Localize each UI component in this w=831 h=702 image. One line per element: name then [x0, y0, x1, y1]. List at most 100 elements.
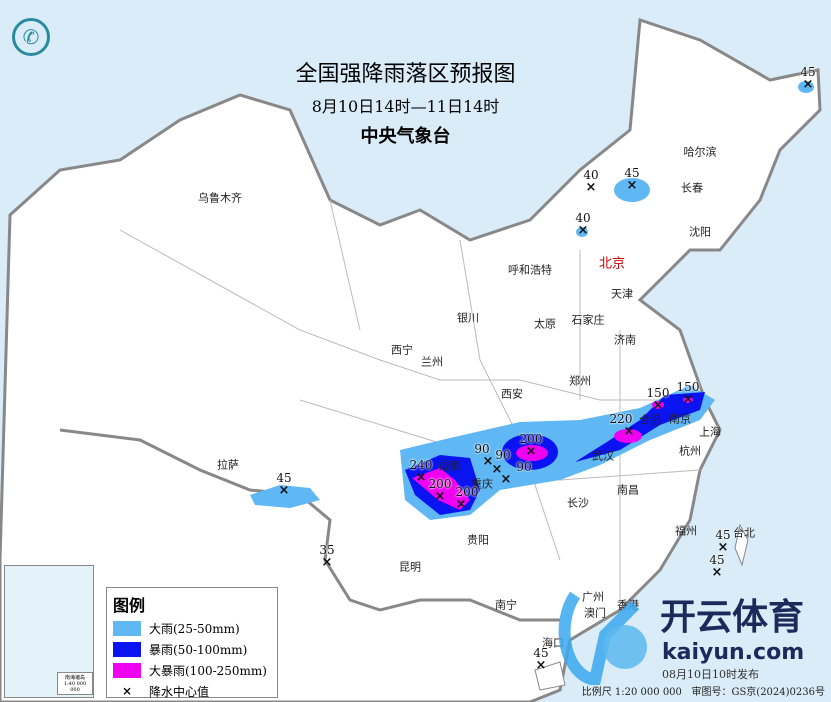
heavy-rain-area [798, 81, 814, 93]
center-value: 40 [583, 168, 599, 182]
legend-item-extreme-rainstorm: 大暴雨(100-250mm) [113, 660, 271, 681]
city-label: 南宁 [495, 598, 517, 612]
city-label: 西安 [501, 387, 523, 401]
map-period: 8月10日14时—11日14时 [311, 97, 500, 116]
south-china-sea-inset: 南海诸岛 1:40 000 000 [4, 565, 94, 698]
center-marker-icon: × [802, 77, 814, 92]
city-label: 杭州 [679, 444, 701, 458]
city-label: 长沙 [567, 496, 589, 510]
center-marker-icon: × [682, 392, 694, 407]
center-marker-icon: × [711, 565, 723, 580]
city-label: 郑州 [569, 374, 591, 388]
center-marker-icon: × [455, 497, 467, 512]
issue-time: 08月10日10时发布 [662, 668, 759, 681]
watermark-url: kaiyun.com [662, 640, 805, 665]
city-label: 上海 [699, 425, 721, 439]
center-marker-icon: × [482, 454, 494, 469]
center-value: 240 [409, 458, 433, 472]
center-value: 45 [800, 65, 816, 79]
map-title: 全国强降雨落区预报图 [295, 62, 516, 87]
scale-approval: 比例尺 1:20 000 000 审图号：GS京(2024)0236号 [581, 687, 825, 698]
city-label: 贵阳 [467, 533, 489, 547]
city-label: 重庆 [471, 477, 493, 491]
city-label: 拉萨 [217, 458, 239, 472]
extreme-rain-area [412, 468, 470, 510]
city-label: 南昌 [617, 483, 639, 497]
city-label: 昆明 [399, 560, 421, 574]
map-issuer: 中央气象台 [360, 126, 451, 147]
city-label: 沈阳 [689, 225, 711, 239]
city-label: 乌鲁木齐 [198, 191, 242, 205]
center-marker-icon: × [623, 424, 635, 439]
heavy-rain-area [250, 485, 320, 508]
center-value: 220 [609, 412, 633, 426]
city-label: 南京 [669, 412, 691, 426]
center-value: 90 [495, 448, 511, 462]
legend-item-center-value: × 降水中心值 [121, 684, 210, 699]
center-marker-icon: × [585, 180, 597, 195]
city-label: 兰州 [421, 355, 443, 369]
taiwan [734, 523, 749, 567]
city-label: 澳门 [584, 606, 606, 620]
center-value: 45 [533, 646, 549, 660]
center-value: 45 [709, 553, 725, 567]
center-value: 150 [676, 380, 700, 394]
cma-logo-icon: ✆ [12, 18, 50, 56]
city-label: 呼和浩特 [508, 263, 552, 277]
center-marker-icon: × [321, 555, 333, 570]
center-value: 200 [519, 432, 543, 446]
city-label: 长春 [681, 181, 703, 195]
hainan [534, 661, 566, 691]
center-marker-icon: × [278, 483, 290, 498]
center-marker-icon: × [577, 223, 589, 238]
center-marker-icon: × [535, 658, 547, 673]
border-south-west [59, 428, 560, 622]
legend-item-heavy-rain: 大雨(25-50mm) [113, 618, 271, 639]
city-label: 海口 [542, 636, 564, 650]
center-marker-icon: × [525, 444, 537, 459]
watermark-text: 开云体育 [660, 597, 805, 638]
center-marker-icon: × [500, 472, 512, 487]
center-marker-icon: × [415, 470, 427, 485]
center-marker-icon: × [434, 489, 446, 504]
center-value: 45 [276, 471, 292, 485]
center-marker-icon: × [717, 540, 729, 555]
heavy-rain-area [576, 227, 588, 237]
center-marker-icon: × [626, 178, 638, 193]
legend: 图例 大雨(25-50mm) 暴雨(50-100mm) 大暴雨(100-250m… [106, 587, 278, 699]
extreme-rain-area [614, 429, 642, 443]
extreme-rain-area [516, 445, 548, 461]
city-label: 太原 [534, 317, 556, 331]
city-label: 天津 [611, 287, 633, 301]
city-label: 西宁 [391, 343, 413, 357]
center-marker-icon: × [652, 398, 664, 413]
city-label: 福州 [675, 524, 697, 538]
city-label: 广州 [582, 590, 604, 604]
center-value: 45 [715, 528, 731, 542]
center-value: 90 [474, 442, 490, 456]
city-label: 哈尔滨 [683, 145, 717, 159]
watermark-logo-icon [558, 591, 647, 685]
center-value: 200 [428, 477, 452, 491]
legend-title: 图例 [113, 596, 146, 615]
center-marker-icon: × [491, 462, 503, 477]
center-value: 35 [319, 543, 335, 557]
center-value: 40 [575, 211, 591, 225]
city-label: 合肥 [639, 413, 661, 427]
city-label: 银川 [457, 311, 479, 325]
center-value: 150 [646, 386, 670, 400]
center-value: 45 [624, 166, 640, 180]
city-label: 成都 [439, 459, 461, 473]
heavy-rain-area [614, 178, 650, 202]
center-value: 200 [455, 485, 479, 499]
city-label: 济南 [614, 333, 636, 347]
province-borders [119, 199, 701, 600]
extreme-rain-area [683, 397, 693, 403]
legend-item-rainstorm: 暴雨(50-100mm) [113, 639, 271, 660]
city-label: 武汉 [592, 449, 614, 463]
rainstorm-area [575, 392, 705, 462]
center-value: 90 [516, 460, 532, 474]
extreme-rain-area [652, 401, 664, 409]
inset-label: 南海诸岛 1:40 000 000 [57, 672, 93, 695]
